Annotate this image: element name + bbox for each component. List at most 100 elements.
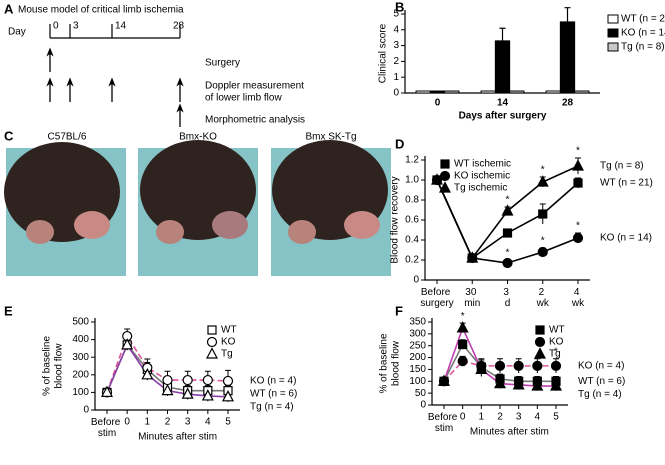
legend-label: Tg (n = 8) (621, 42, 665, 53)
marker (101, 385, 113, 397)
significance-mark: * (541, 165, 545, 176)
marker (222, 390, 234, 402)
bar (545, 90, 561, 94)
marker (466, 251, 479, 263)
y-tick-label: 200 (72, 369, 89, 380)
panel-letter: D (395, 136, 404, 151)
y-tick-label: 0 (420, 400, 426, 411)
marker (494, 376, 506, 389)
end-label: WT (n = 6) (250, 389, 297, 400)
legend-marker (206, 347, 218, 359)
bar (494, 40, 511, 94)
y-tick-label: 200 (409, 352, 426, 363)
arrows (46, 47, 184, 127)
marker (201, 389, 214, 401)
timeline-title: Mouse model of critical limb ischemia (18, 5, 184, 16)
panel-letter: A (4, 1, 14, 16)
timeline-axis-label: Day (8, 27, 26, 38)
marker (438, 374, 450, 386)
legend-label: KO (221, 337, 236, 348)
y-tick-label: 50 (415, 388, 427, 399)
x-tick-label: 4 wk (571, 287, 585, 309)
marker (141, 368, 154, 380)
panel-letter: F (395, 303, 403, 318)
panel-letter: B (395, 0, 404, 14)
legend-label: KO (n = 14) (621, 28, 665, 39)
y-tick-label: 300 (72, 352, 89, 363)
x-tick-label: 28 (562, 98, 574, 109)
x-axis-label: Minutes after stim (138, 432, 217, 443)
marker (121, 338, 134, 350)
marker (573, 178, 583, 188)
y-axis-label: blood flow (54, 343, 65, 389)
legend-label: WT (549, 325, 565, 336)
x-tick-label: Before stim (428, 412, 460, 434)
photo-label: C57BL/6 (48, 132, 87, 143)
legend-marker (534, 347, 546, 359)
timeline-day: 28 (173, 21, 185, 32)
y-tick-label: 300 (409, 328, 426, 339)
end-label: Tg (n = 8) (600, 161, 644, 172)
x-tick-label: 3 (516, 412, 522, 423)
significance-mark: * (541, 236, 545, 247)
significance-mark: * (506, 248, 510, 259)
timeline-day: 0 (53, 21, 59, 32)
bar (574, 90, 590, 94)
event-label: Doppler measurement (205, 81, 304, 92)
x-tick-label: 0 (124, 417, 130, 428)
x-tick-label: 0 (435, 98, 441, 109)
marker (222, 375, 234, 387)
legend-label: WT ischemic (454, 159, 511, 170)
y-tick-label: 250 (409, 340, 426, 351)
marker (475, 362, 488, 375)
y-tick-label: 3 (393, 40, 399, 51)
legend-marker (206, 336, 218, 348)
x-axis-label: Days after surgery (459, 111, 547, 122)
y-tick-label: 1 (393, 72, 399, 83)
significance-mark: * (461, 311, 465, 322)
marker (181, 387, 194, 399)
marker (531, 379, 544, 391)
significance-mark: * (461, 344, 465, 355)
bar (509, 90, 525, 94)
legend-label: KO (549, 337, 564, 348)
marker (494, 360, 506, 371)
y-tick-label: 1.2 (405, 155, 419, 166)
event-label: Surgery (205, 58, 240, 69)
x-tick-label: 5 (225, 417, 231, 428)
y-tick-label: 0.2 (405, 255, 419, 266)
event-label: of lower limb flow (205, 93, 282, 104)
marker (537, 246, 548, 258)
photo-label: Bmx-KO (179, 132, 217, 143)
x-tick-label: 5 (553, 412, 559, 423)
marker (572, 159, 584, 171)
photo (138, 140, 258, 276)
event-label: Morphometric analysis (205, 115, 305, 126)
legend-marker (534, 336, 546, 348)
x-tick-label: 3 (185, 417, 191, 428)
y-tick-label: 0 (83, 405, 89, 416)
marker (501, 204, 514, 216)
timeline-day: 3 (73, 21, 79, 32)
error-bar (499, 27, 506, 41)
marker (202, 374, 213, 386)
y-tick-label: 5 (393, 9, 399, 20)
marker (502, 228, 513, 238)
legend-label: Tg (221, 349, 233, 360)
legend-marker (207, 325, 217, 335)
y-tick-label: 150 (409, 364, 426, 375)
photo (271, 140, 391, 276)
bar (480, 90, 496, 94)
x-tick-label: 2 (497, 412, 503, 423)
significance-mark: * (506, 195, 510, 206)
marker (512, 378, 525, 390)
legend-label: WT (221, 325, 237, 336)
end-label: KO (n = 14) (600, 233, 652, 244)
end-label: KO (n = 4) (578, 361, 624, 372)
panel-letter: E (4, 303, 13, 318)
y-tick-label: 0.4 (405, 235, 419, 246)
marker (536, 175, 549, 187)
y-tick-label: 500 (72, 317, 89, 328)
legend-label: Tg (549, 349, 561, 360)
